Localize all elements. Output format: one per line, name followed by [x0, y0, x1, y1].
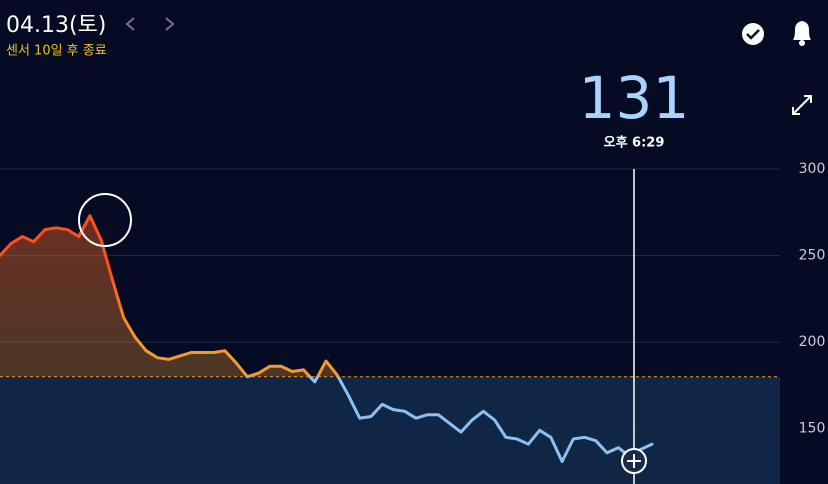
high-area — [0, 215, 652, 377]
cursor-handle[interactable] — [621, 448, 647, 474]
next-day[interactable] — [165, 17, 175, 31]
date: 04.13(토) — [6, 13, 106, 38]
glucose-line — [0, 214, 654, 463]
y-tick-label: 250 — [799, 248, 826, 264]
verified-icon[interactable] — [742, 23, 764, 45]
prev-day[interactable] — [125, 17, 135, 31]
current-time: 오후 6:29 — [604, 135, 665, 151]
y-tick-label: 300 — [799, 161, 826, 177]
peak-highlight — [78, 193, 132, 247]
sensor-note: 센서 10일 후 종료 — [6, 44, 107, 59]
target-range-band — [0, 376, 780, 484]
bell-icon[interactable] — [793, 21, 811, 46]
current-value: 131 — [579, 64, 690, 132]
expand-icon[interactable] — [792, 95, 812, 115]
y-tick-label: 150 — [799, 421, 826, 437]
y-tick-label: 200 — [799, 334, 826, 350]
